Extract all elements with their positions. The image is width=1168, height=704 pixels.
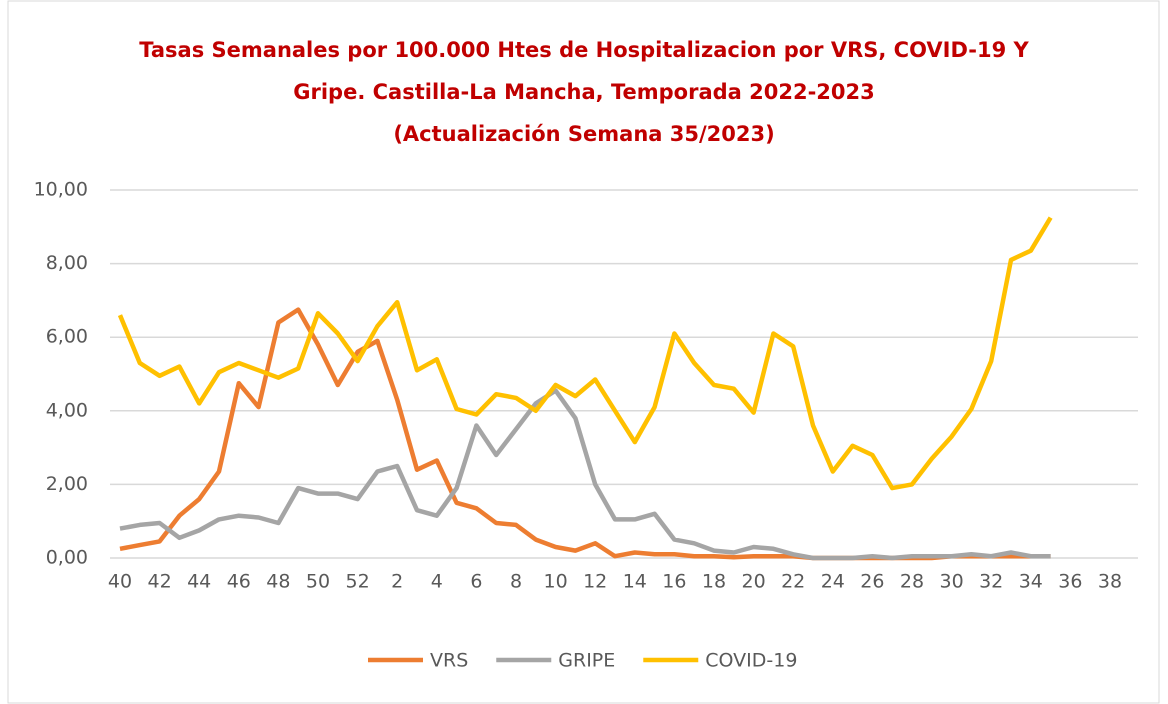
x-tick-label: 36 [1058,571,1082,593]
y-tick-label: 4,00 [46,399,88,421]
y-tick-label: 8,00 [46,252,88,274]
x-tick-label: 24 [821,571,845,593]
legend-label: VRS [430,650,468,672]
x-tick-label: 48 [266,571,290,593]
series-line [119,388,1051,561]
legend-label: GRIPE [558,650,615,672]
x-tick-label: 14 [623,571,647,593]
x-tick-label: 38 [1098,571,1122,593]
y-tick-label: 6,00 [46,326,88,348]
chart-title: Tasas Semanales por 100.000 Htes de Hosp… [139,38,1029,62]
y-tick-label: 0,00 [46,547,88,569]
legend-label: COVID-19 [705,650,797,672]
x-tick-label: 8 [510,571,522,593]
x-tick-label: 20 [742,571,766,593]
x-tick-label: 34 [1019,571,1043,593]
y-tick-label: 10,00 [34,179,88,201]
x-tick-label: 18 [702,571,726,593]
x-tick-label: 28 [900,571,924,593]
x-tick-label: 10 [544,571,568,593]
x-tick-label: 42 [148,571,172,593]
series-line [117,216,1053,491]
title-group: Tasas Semanales por 100.000 Htes de Hosp… [139,38,1029,146]
chart-frame [7,0,1160,704]
x-tick-label: 22 [781,571,805,593]
x-tick-label: 6 [470,571,482,593]
x-tick-label: 26 [860,571,884,593]
x-tick-label: 40 [108,571,132,593]
x-tick-label: 44 [187,571,211,593]
chart-title: Gripe. Castilla-La Mancha, Temporada 202… [293,80,874,104]
x-tick-label: 46 [227,571,251,593]
x-tick-label: 12 [583,571,607,593]
x-tick-label: 32 [979,571,1003,593]
x-tick-label: 52 [346,571,370,593]
x-tick-label: 30 [940,571,964,593]
x-tick-label: 4 [431,571,443,593]
x-tick-label: 16 [662,571,686,593]
x-tick-label: 2 [391,571,403,593]
chart-title: (Actualización Semana 35/2023) [393,122,774,146]
x-tick-label: 50 [306,571,330,593]
y-tick-label: 2,00 [46,473,88,495]
